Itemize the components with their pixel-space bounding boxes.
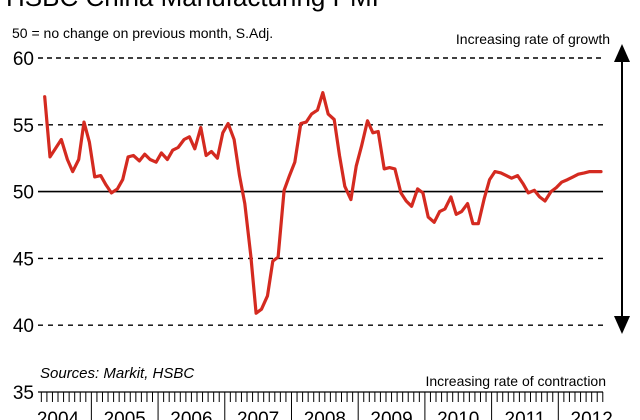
double-arrow [614,44,630,334]
x-tick-label: 2004 [37,409,80,420]
x-tick-label: 2006 [170,409,212,420]
arrow-up-icon [614,44,630,62]
x-tick-label: 2010 [437,409,479,420]
chart-title: HSBC China Manufacturing PMI [6,0,379,12]
y-tick-label: 60 [13,49,34,70]
source-note: Sources: Markit, HSBC [40,365,194,382]
y-tick-label: 40 [13,316,34,337]
pmi-series-line [43,91,603,315]
contraction-label: Increasing rate of contraction [425,373,606,389]
y-tick-label: 50 [13,183,34,204]
arrow-down-icon [614,316,630,334]
y-axis: 60 55 50 45 40 35 [13,49,34,404]
x-tick-label: 2008 [304,409,346,420]
x-axis: 2004 2005 2006 2007 2008 2009 2010 2011 2012 [37,391,613,420]
x-tick-label: 2009 [370,409,412,420]
x-tick-label: 2007 [237,409,279,420]
y-tick-label: 55 [13,116,34,137]
x-tick-label: 2012 [571,409,613,420]
growth-label: Increasing rate of growth [456,31,610,47]
x-tick-label: 2011 [505,409,546,420]
grid-layer [38,57,603,326]
y-tick-label: 35 [13,383,34,404]
x-tick-label: 2005 [104,409,146,420]
chart-subtitle: 50 = no change on previous month, S.Adj. [12,25,273,41]
y-tick-label: 45 [13,249,34,270]
